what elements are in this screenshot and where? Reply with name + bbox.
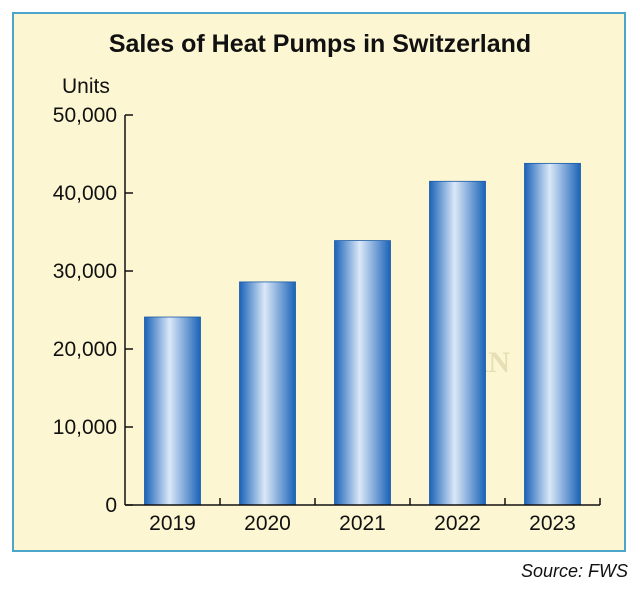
y-tick-label: 20,000 (53, 338, 117, 361)
x-tick-label: 2020 (244, 512, 291, 535)
y-tick-label: 50,000 (53, 104, 117, 127)
x-tick-label: 2023 (529, 512, 576, 535)
y-axis-unit-label: Units (62, 75, 110, 98)
bar-2020 (239, 281, 296, 506)
y-axis-ticks: 0 10,000 20,000 30,000 40,000 50,000 (53, 104, 133, 517)
x-axis-ticks: 2019 2020 2021 2022 2023 (149, 498, 601, 535)
bar-2019 (144, 316, 201, 506)
bar-2021 (334, 240, 391, 506)
chart-frame (12, 12, 626, 552)
x-tick-label: 2019 (149, 512, 196, 535)
y-tick-label: 40,000 (53, 182, 117, 205)
source-note: Source: FWS (521, 561, 628, 581)
y-tick-label: 0 (105, 494, 117, 517)
y-tick-label: 10,000 (53, 416, 117, 439)
x-tick-label: 2021 (339, 512, 386, 535)
y-tick-label: 30,000 (53, 260, 117, 283)
x-tick-label: 2022 (434, 512, 481, 535)
bars-group (144, 162, 581, 506)
chart-title: Sales of Heat Pumps in Switzerland (109, 30, 531, 58)
bar-2022 (429, 180, 486, 506)
bar-2023 (524, 162, 581, 506)
